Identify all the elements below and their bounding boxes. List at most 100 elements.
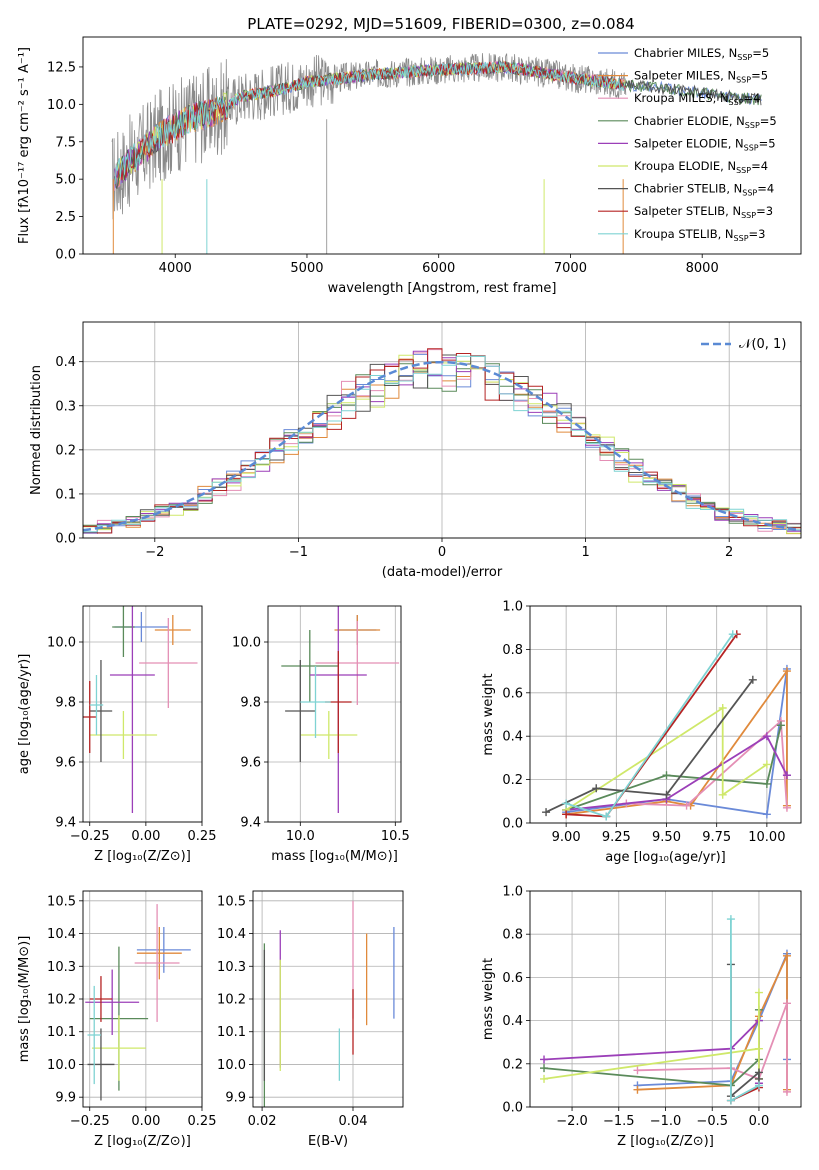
mass-EBV-ytick-label: 10.5 <box>217 894 246 909</box>
age-Z-xlabel: Z [log₁₀(Z/Z⊙)] <box>94 849 191 864</box>
weight-Z-ytick-label: 0.6 <box>502 971 523 986</box>
weight-age-series-line <box>565 633 734 818</box>
weight-Z-ytick-label: 0.0 <box>502 1101 523 1116</box>
residuals-ytick-label: 0.4 <box>55 355 76 370</box>
weight-age-xtick-label: 10.00 <box>748 830 785 845</box>
age-Z-errorbar <box>83 681 97 753</box>
mass-EBV-ytick-label: 10.2 <box>217 993 246 1008</box>
weight-age-point <box>542 808 551 817</box>
weight-age-point <box>762 732 771 741</box>
mass-Z-ytick-label: 10.1 <box>47 1025 76 1040</box>
weight-age-point <box>748 675 757 684</box>
weight-Z-point <box>782 951 791 960</box>
weight-age-ytick-label: 0.6 <box>502 686 523 701</box>
weight-age-point <box>562 799 571 808</box>
age-mass-ytick-label: 9.8 <box>240 696 261 711</box>
mass-Z-ytick-label: 10.2 <box>47 993 76 1008</box>
weight-Z-ylabel: mass weight <box>481 958 496 1040</box>
age-Z-errorbar <box>112 606 135 657</box>
spectrum-ytick-label: 10.0 <box>47 98 76 113</box>
mass-Z-ytick-label: 10.0 <box>47 1058 76 1073</box>
spectrum-ytick-label: 2.5 <box>55 210 76 225</box>
mass-Z-frame <box>82 890 203 1108</box>
age-Z-errorbar <box>89 711 158 759</box>
weight-age-xtick-label: 9.50 <box>652 830 681 845</box>
mass-EBV-ytick-label: 10.1 <box>217 1025 246 1040</box>
age-mass-frame <box>267 605 402 823</box>
weight-age-ytick-label: 0.4 <box>502 730 523 745</box>
mass-EBV-axes: 0.02 0.04 9.9 10.0 10.1 10.2 10.3 10.4 10.5 E(B-V… <box>217 891 403 1149</box>
mass-EBV-frame <box>252 890 404 1108</box>
weight-age-point <box>592 784 601 793</box>
spectrum-ytick-label: 0.0 <box>55 248 76 263</box>
mass-EBV-ytick-label: 10.0 <box>217 1058 246 1073</box>
age-mass-axes: 10.0 10.5 9.4 9.6 9.8 10.0 mass [log₁₀(M/M⊙)] <box>232 606 410 864</box>
age-Z-errorbar <box>154 615 191 645</box>
mass-EBV-xtick-label: 0.02 <box>248 1114 277 1129</box>
weight-Z-xlabel: Z [log₁₀(Z/Z⊙)] <box>617 1134 714 1149</box>
spectrum-ytick-label: 5.0 <box>55 173 76 188</box>
spectrum-ylabel: Flux [fλ10⁻¹⁷ erg cm⁻² s⁻¹ A⁻¹] <box>17 47 32 244</box>
weight-age-point <box>662 790 671 799</box>
mass-Z-xlabel: Z [log₁₀(Z/Z⊙)] <box>94 1134 191 1149</box>
weight-Z-point <box>540 1074 549 1083</box>
weight-Z-axes: −2.0 −1.5 −1.0 −0.5 0.0 0.0 0.2 0.4 0.6 0.8 1.0 Z [… <box>481 885 801 1149</box>
weight-age-point <box>762 810 771 819</box>
weight-age-point <box>718 790 727 799</box>
age-mass-xtick-label: 10.5 <box>381 829 410 844</box>
mass-Z-errorbar <box>91 1015 146 1081</box>
weight-Z-point <box>782 999 791 1008</box>
age-mass-errorbar <box>315 621 400 705</box>
weight-age-point <box>602 812 611 821</box>
mass-Z-xtick-label: 0.25 <box>188 1114 217 1129</box>
weight-age-xtick-label: 9.25 <box>602 830 631 845</box>
mass-EBV-xtick-label: 0.04 <box>339 1114 368 1129</box>
weight-age-point <box>782 771 791 780</box>
mass-EBV-ytick-label: 10.3 <box>217 960 246 975</box>
residuals-ylabel: Normed distribution <box>29 365 44 495</box>
age-Z-frame <box>82 605 203 823</box>
spectrum-title: PLATE=0292, MJD=51609, FIBERID=0300, z=0… <box>247 15 634 33</box>
spectrum-xtick-label: 4000 <box>159 261 192 276</box>
residuals-xtick-label: 1 <box>581 545 589 560</box>
residuals-frame <box>82 321 802 539</box>
spectrum-model-line <box>117 60 626 181</box>
mass-Z-ytick-label: 10.5 <box>47 894 76 909</box>
age-Z-xtick-label: −0.25 <box>70 829 110 844</box>
age-Z-errorbar <box>89 675 104 735</box>
weight-age-series-line <box>566 633 738 818</box>
spectrum-xtick-label: 5000 <box>290 261 323 276</box>
residual-histogram-line <box>83 355 801 535</box>
legend-label: Chabrier MILES, NSSP=5 <box>634 46 769 62</box>
weight-Z-xtick-label: 0.0 <box>749 1114 770 1129</box>
residuals-ytick-label: 0.1 <box>55 487 76 502</box>
residuals-xtick-label: 2 <box>725 545 733 560</box>
weight-age-point <box>782 803 791 812</box>
mass-Z-errorbar <box>87 1028 115 1101</box>
spectrum-axes: 4000 5000 6000 7000 8000 0.0 2.5 5.0 7.5 10.0 12.5… <box>17 47 719 296</box>
weight-Z-frame <box>529 890 802 1108</box>
weight-age-series-line <box>626 719 788 808</box>
mass-EBV-ytick-label: 10.4 <box>217 927 246 942</box>
mass-Z-errorbar <box>85 969 140 1035</box>
weight-age-xtick-label: 9.00 <box>552 830 581 845</box>
weight-age-point <box>776 721 785 730</box>
age-mass-errorbar <box>300 711 358 759</box>
age-mass-ytick-label: 9.6 <box>240 756 261 771</box>
weight-age-point <box>728 630 737 639</box>
spectrum-xtick-label: 8000 <box>686 261 719 276</box>
mass-EBV-xlabel: E(B-V) <box>308 1134 348 1149</box>
residuals-xtick-label: −2 <box>145 545 164 560</box>
age-mass-xlabel: mass [log₁₀(M/M⊙)] <box>271 849 398 864</box>
weight-age-series-line <box>565 706 768 811</box>
weight-age-series-line <box>545 679 754 813</box>
age-Z-ytick-label: 9.6 <box>55 756 76 771</box>
legend-label: Salpeter MILES, NSSP=5 <box>634 69 768 85</box>
age-Z-xtick-label: 0.00 <box>131 829 160 844</box>
legend-label: Chabrier STELIB, NSSP=4 <box>634 182 774 198</box>
residual-legend-label: 𝒩(0, 1) <box>739 337 786 352</box>
residuals-axes: −2 −1 0 1 2 0.0 0.1 0.2 0.3 0.4 (data-model)/error… <box>29 322 801 580</box>
mass-Z-errorbar <box>136 927 182 980</box>
weight-Z-point <box>633 1085 642 1094</box>
